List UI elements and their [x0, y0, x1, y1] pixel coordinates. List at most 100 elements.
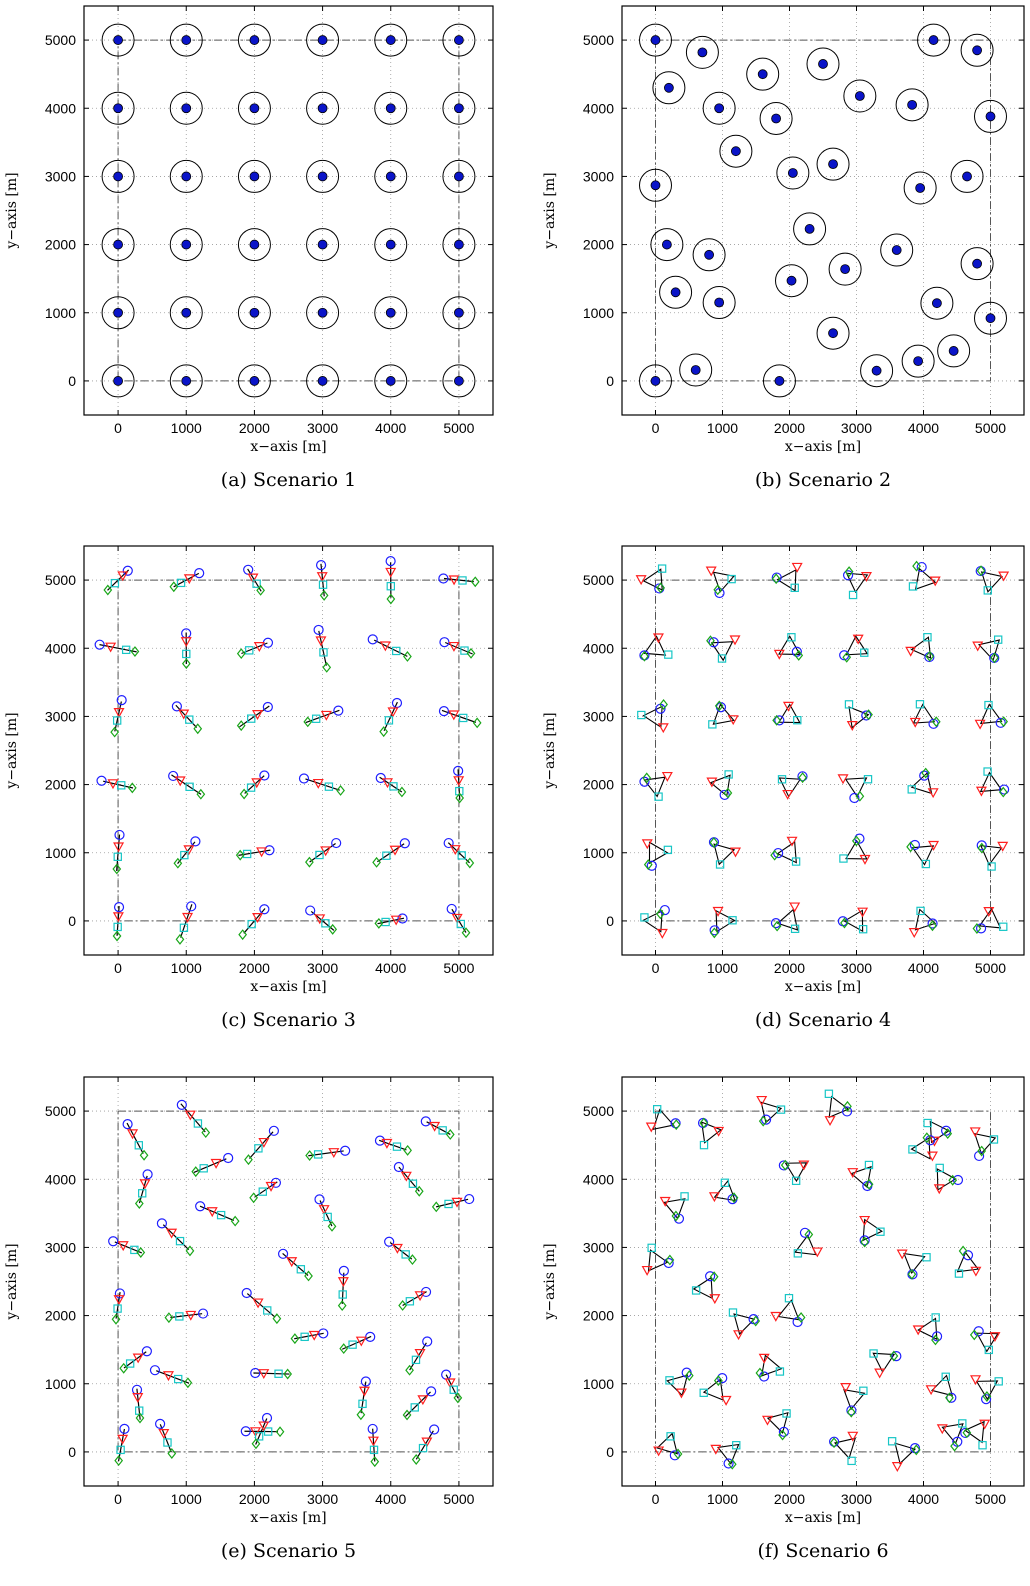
coverage-ring — [237, 23, 271, 57]
array-triangle — [844, 777, 868, 798]
array-segment — [308, 1150, 344, 1157]
y-tick-label: 5000 — [583, 32, 614, 48]
diamond-marker — [842, 651, 852, 663]
triangle-marker — [448, 575, 460, 586]
square-marker — [839, 854, 848, 863]
array-triangle — [911, 845, 935, 866]
diamond-marker — [244, 1154, 253, 1166]
circle-marker — [669, 1450, 680, 1461]
triangle-marker — [791, 562, 803, 573]
square-marker — [163, 1438, 172, 1447]
x-tick-label: 4000 — [375, 420, 406, 436]
triangle-marker — [652, 633, 664, 644]
triangle-marker — [997, 841, 1009, 852]
array-triangle — [979, 703, 1003, 725]
triangle-marker — [107, 779, 119, 790]
boundary-box — [655, 1110, 991, 1453]
coverage-ring — [442, 364, 476, 398]
square-marker — [637, 710, 646, 720]
diamond-marker — [134, 1198, 144, 1209]
axes-frame — [621, 1076, 1025, 1487]
circle-marker — [241, 1287, 252, 1299]
y-tick-label: 5000 — [583, 1103, 614, 1119]
node-dot — [650, 35, 661, 45]
triangle-marker — [337, 1277, 349, 1288]
array-triangle — [843, 909, 864, 933]
square-marker — [782, 1409, 791, 1418]
y-tick-label: 0 — [606, 913, 614, 929]
array-triangle — [848, 706, 870, 729]
boundary-box — [117, 579, 460, 922]
node-dot — [786, 275, 797, 286]
diamond-marker — [659, 699, 668, 710]
triangle-marker — [837, 774, 849, 785]
array-triangle — [976, 1332, 999, 1353]
coverage-ring — [880, 233, 914, 267]
square-marker — [776, 1105, 786, 1114]
square-marker — [987, 862, 996, 871]
array-triangle — [794, 1234, 817, 1256]
square-marker — [824, 1089, 834, 1098]
square-marker — [458, 576, 467, 585]
axes-frame — [621, 5, 1025, 416]
square-marker — [382, 851, 391, 860]
circle-marker — [639, 776, 650, 787]
node-dot — [385, 35, 396, 45]
triangle-marker — [706, 777, 718, 788]
coverage-ring — [442, 159, 476, 193]
circle-marker — [975, 923, 987, 934]
x-tick-label: 5000 — [443, 420, 474, 436]
square-marker — [338, 1290, 347, 1299]
array-triangle — [778, 635, 801, 656]
diamond-marker — [185, 1245, 195, 1257]
triangle-marker — [444, 1378, 456, 1389]
square-marker — [313, 1150, 323, 1159]
triangle-marker — [127, 1129, 139, 1140]
diamond-marker — [840, 917, 849, 929]
y-axis-label: y−axis [m] — [542, 1243, 558, 1320]
square-marker — [254, 1144, 263, 1153]
circle-marker — [268, 1125, 279, 1136]
square-marker — [254, 1432, 264, 1441]
square-marker — [386, 582, 395, 591]
coverage-ring — [237, 91, 271, 125]
x-tick-label: 1000 — [171, 420, 202, 436]
coverage-ring — [374, 91, 408, 125]
array-segment — [117, 1428, 126, 1462]
array-triangle — [642, 910, 663, 933]
node-dot — [774, 376, 785, 386]
node-dot — [317, 103, 328, 114]
circle-marker — [429, 1424, 440, 1435]
node-dot — [249, 239, 260, 250]
coverage-ring — [306, 364, 340, 398]
array-triangle — [776, 568, 797, 592]
array-triangle — [903, 1252, 926, 1275]
square-marker — [983, 586, 992, 595]
node-dot — [661, 239, 672, 250]
node-dot — [113, 35, 123, 45]
array-triangle — [929, 1120, 950, 1144]
diamond-marker — [455, 792, 465, 804]
array-triangle — [828, 1095, 850, 1119]
node-dot — [181, 103, 192, 114]
circle-marker — [331, 837, 342, 849]
node-dot — [454, 307, 464, 318]
diamond-marker — [962, 1427, 972, 1439]
circle-marker — [841, 1106, 853, 1117]
coverage-ring — [702, 286, 736, 320]
array-triangle — [709, 774, 731, 797]
square-marker — [666, 1432, 675, 1441]
square-marker — [247, 714, 256, 723]
node-dot — [818, 59, 828, 69]
square-marker — [121, 645, 131, 655]
circle-marker — [453, 765, 464, 776]
diamond-marker — [906, 841, 915, 853]
array-triangle — [656, 1432, 679, 1455]
square-marker — [777, 775, 787, 784]
node-dot — [787, 168, 798, 178]
triangle-marker — [174, 776, 186, 787]
circle-marker — [723, 1458, 734, 1469]
node-dot — [181, 239, 192, 250]
square-marker — [110, 578, 120, 588]
